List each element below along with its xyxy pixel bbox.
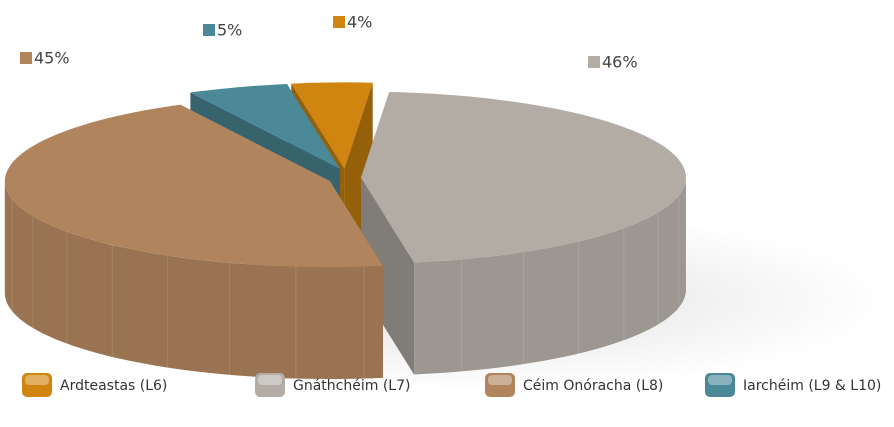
pie-slice xyxy=(190,84,340,169)
slice-wall xyxy=(414,177,686,375)
data-label: 45% xyxy=(34,49,70,68)
legend-swatch-gloss xyxy=(708,375,732,385)
pie-slice xyxy=(4,104,383,267)
slice-wall-shade xyxy=(4,181,383,379)
legend-swatch-gloss xyxy=(25,375,49,385)
legend-label: Céim Onóracha (L8) xyxy=(523,378,663,394)
slice-wall xyxy=(4,181,383,379)
data-label: 4% xyxy=(347,13,372,32)
label-swatch xyxy=(588,56,600,68)
pie-slice xyxy=(291,82,373,169)
data-label: 46% xyxy=(602,53,638,72)
legend-swatch-gloss xyxy=(258,375,282,385)
legend-swatch xyxy=(255,373,285,397)
slice-group xyxy=(361,92,687,375)
label-swatch xyxy=(203,24,215,36)
pie-slice xyxy=(361,92,686,263)
legend-label: Iarchéim (L9 & L10) xyxy=(743,378,881,394)
legend-label: Gnáthchéim (L7) xyxy=(293,378,410,394)
data-label: 5% xyxy=(217,21,242,40)
legend-swatch xyxy=(705,373,735,397)
legend-swatch-gloss xyxy=(488,375,512,385)
slice-side-shade xyxy=(361,177,415,375)
label-swatch xyxy=(20,52,32,64)
legend-swatch xyxy=(22,373,52,397)
label-swatch xyxy=(333,16,345,28)
legend-swatch xyxy=(485,373,515,397)
slice-wall-shade xyxy=(414,177,686,375)
slice-side xyxy=(361,177,415,375)
legend-label: Ardteastas (L6) xyxy=(60,378,167,394)
slice-group xyxy=(4,104,383,379)
